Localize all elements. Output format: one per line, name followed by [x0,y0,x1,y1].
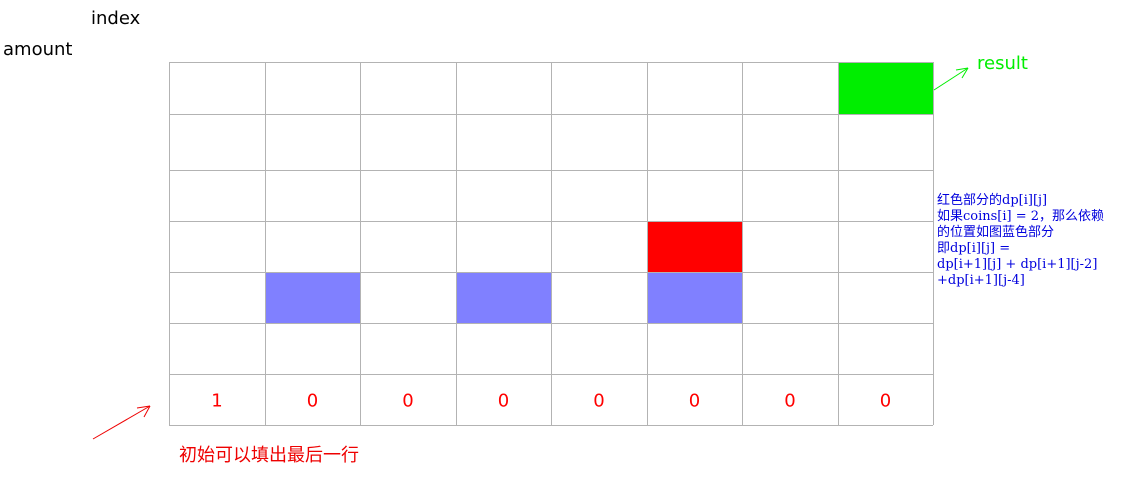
bottom-row-value: 0 [593,391,604,412]
note-line: +dp[i+1][j-4] [937,273,1025,288]
result-arrow [933,67,969,91]
highlight-cells [266,63,933,323]
explanation-note: 红色部分的dp[i][j] 如果coins[i] = 2，那么依赖 的位置如图蓝… [937,193,1127,289]
bottom-row-values: 1 0 0 0 0 0 0 0 [211,391,891,412]
grid-lines [169,62,934,426]
current-cell [648,222,742,272]
bottom-row-value: 0 [307,391,318,412]
dependency-cell [457,273,551,323]
initial-row-label: 初始可以填出最后一行 [179,445,359,466]
bottom-row-value: 0 [402,391,413,412]
row-axis-label: amount [3,39,73,60]
bottom-row-value: 0 [880,391,891,412]
note-line: 如果coins[i] = 2，那么依赖 [937,209,1105,224]
dependency-cell [648,273,742,323]
result-cell [839,63,933,114]
bottom-row-value: 1 [211,391,222,412]
bottom-row-value: 0 [784,391,795,412]
note-line: 即dp[i][j] = [937,241,1011,256]
note-line: 的位置如图蓝色部分 [937,225,1055,240]
note-line: dp[i+1][j] + dp[i+1][j-2] [937,257,1098,272]
result-label: result [977,53,1028,74]
dependency-cell [266,273,360,323]
column-axis-label: index [91,8,141,29]
note-line: 红色部分的dp[i][j] [937,193,1048,208]
initial-row-arrow [92,405,151,440]
bottom-row-value: 0 [689,391,700,412]
bottom-row-value: 0 [498,391,509,412]
